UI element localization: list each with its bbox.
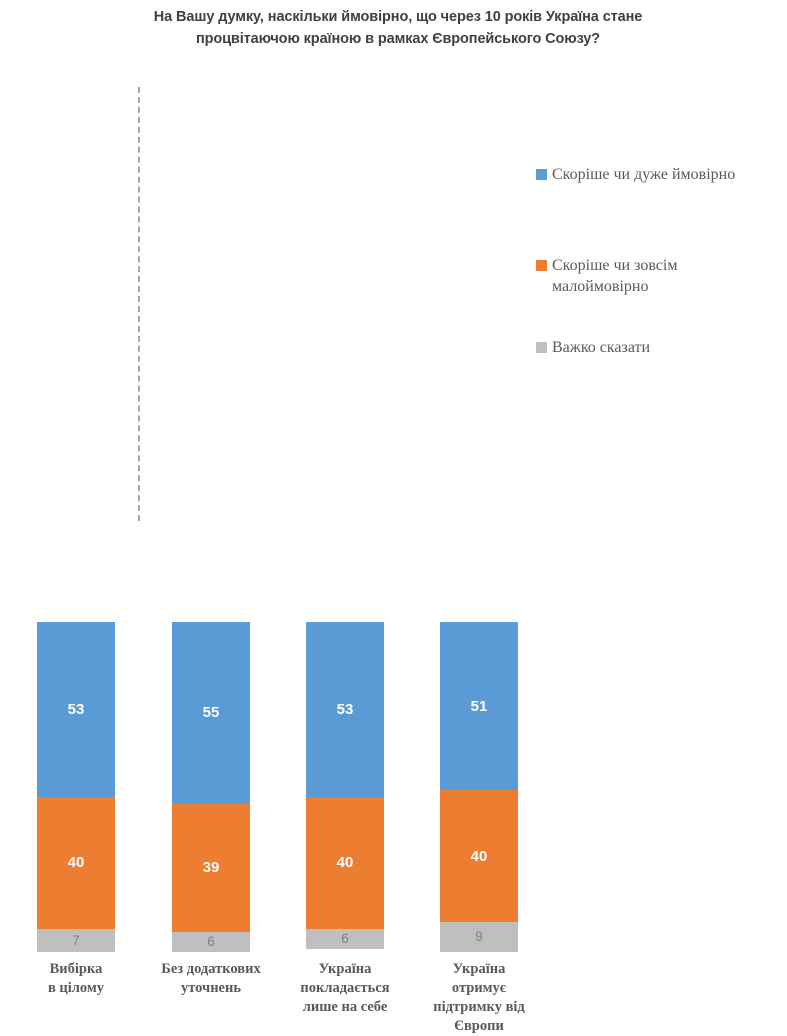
bar-value-label: 51	[470, 697, 488, 715]
stacked-bar[interactable]: 53 40 6	[306, 622, 384, 952]
legend-item-hard-to-say[interactable]: Важко сказати	[536, 337, 650, 358]
category-label-line: уточнень	[180, 980, 242, 996]
legend-label-line: Скоріше чи дуже ймовірно	[552, 166, 736, 183]
group-divider-dashed-line	[138, 87, 140, 521]
bar-segment-unlikely[interactable]: 40	[306, 796, 384, 929]
legend-swatch-gray-icon	[536, 342, 547, 353]
chart-title: На Вашу думку, наскільки ймовірно, що че…	[118, 6, 678, 50]
category-label-line: Без додаткових	[161, 961, 261, 977]
bar-segment-hard-to-say[interactable]: 6	[172, 932, 250, 952]
legend-label-line: малоймовірно	[552, 278, 649, 295]
category-label-2: Україна покладається лише на себе	[280, 960, 410, 1017]
bar-segment-hard-to-say[interactable]: 7	[37, 928, 115, 952]
bar-value-label: 53	[67, 700, 85, 718]
legend-label-likely: Скоріше чи дуже ймовірно	[552, 164, 735, 185]
legend-label-line: Важко сказати	[552, 339, 651, 356]
bar-value-label: 6	[341, 931, 349, 947]
legend-swatch-orange-icon	[536, 260, 547, 271]
bar-segment-unlikely[interactable]: 40	[440, 790, 518, 923]
bar-segment-hard-to-say[interactable]: 6	[306, 928, 384, 949]
category-label-1: Без додаткових уточнень	[146, 960, 276, 998]
legend-item-likely[interactable]: Скоріше чи дуже ймовірно	[536, 164, 735, 185]
bar-segment-unlikely[interactable]: 40	[37, 796, 115, 929]
bar-value-label: 39	[202, 859, 220, 877]
legend-label-unlikely: Скоріше чи зовсім малоймовірно	[552, 255, 677, 297]
legend-label-hard-to-say: Важко сказати	[552, 337, 650, 358]
bar-segment-likely[interactable]: 53	[306, 622, 384, 797]
category-label-line: лише на себе	[302, 999, 388, 1015]
legend-swatch-blue-icon	[536, 169, 547, 180]
category-label-line: Україна	[318, 961, 372, 977]
category-label-3: Україна отримує підтримку від Європи	[414, 960, 544, 1036]
bar-segment-likely[interactable]: 55	[172, 622, 250, 804]
bar-value-label: 53	[336, 700, 354, 718]
category-label-line: Європи	[454, 1018, 504, 1034]
bar-value-label: 40	[470, 847, 488, 865]
bar-value-label: 40	[67, 854, 85, 872]
bar-value-label: 9	[475, 929, 483, 945]
category-label-line: покладається	[300, 980, 390, 996]
bar-value-label: 40	[336, 854, 354, 872]
category-label-0: Вибірка в цілому	[11, 960, 141, 998]
bar-value-label: 55	[202, 704, 220, 722]
stacked-bar[interactable]: 51 40 9	[440, 622, 518, 952]
legend-item-unlikely[interactable]: Скоріше чи зовсім малоймовірно	[536, 255, 677, 297]
bar-value-label: 6	[207, 934, 215, 950]
stacked-bar[interactable]: 55 39 6	[172, 622, 250, 952]
category-label-line: підтримку від	[433, 999, 525, 1015]
bar-segment-hard-to-say[interactable]: 9	[440, 922, 518, 952]
bar-segment-likely[interactable]: 51	[440, 622, 518, 791]
bar-segment-likely[interactable]: 53	[37, 622, 115, 797]
category-label-line: Україна	[452, 961, 506, 977]
legend-label-line: Скоріше чи зовсім	[552, 257, 678, 274]
category-label-line: отримує	[451, 980, 507, 996]
bar-value-label: 7	[72, 932, 80, 948]
chart-title-line-1: На Вашу думку, наскільки ймовірно, що че…	[153, 9, 643, 25]
category-label-line: Вибірка	[49, 961, 103, 977]
chart-title-line-2: процвітаючою країною в рамках Європейськ…	[195, 31, 601, 47]
category-label-line: в цілому	[47, 980, 105, 996]
plot-area: 53 40 7 Вибірка в цілому 55 39 6	[0, 0, 530, 1034]
stacked-bar[interactable]: 53 40 7	[37, 622, 115, 952]
bar-segment-unlikely[interactable]: 39	[172, 803, 250, 933]
